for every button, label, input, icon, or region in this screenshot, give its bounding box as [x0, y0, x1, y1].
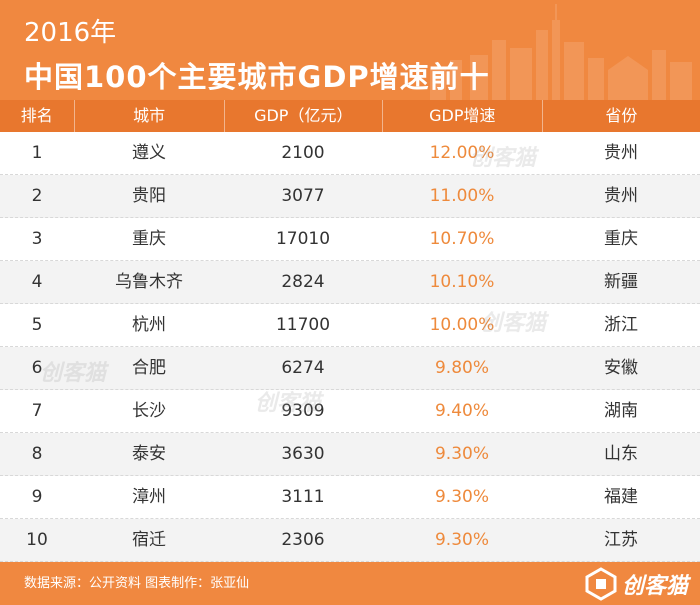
- province-cell: 贵州: [604, 186, 638, 206]
- rank-cell: 4: [31, 272, 43, 292]
- growth-cell: 9.30%: [434, 487, 489, 507]
- table-row: 1 遵义 2100 12.00% 贵州: [0, 132, 700, 175]
- city-cell: 杭州: [132, 315, 166, 335]
- logo-text: 创客猫: [621, 574, 688, 599]
- gdp-cell: 3111: [281, 487, 325, 507]
- city-cell: 漳州: [132, 487, 166, 507]
- rank-cell: 3: [31, 229, 43, 249]
- column-header-rank: 排名: [20, 106, 53, 125]
- table-row: 3 重庆 17010 10.70% 重庆: [0, 218, 700, 261]
- table-row: 5 杭州 11700 10.00% 浙江: [0, 304, 700, 347]
- table-row: 10 宿迁 2306 9.30% 江苏: [0, 519, 700, 562]
- province-cell: 贵州: [604, 143, 638, 163]
- gdp-cell: 6274: [281, 358, 325, 378]
- table-row: 7 长沙 9309 9.40% 湖南: [0, 390, 700, 433]
- table-row: 9 漳州 3111 9.30% 福建: [0, 476, 700, 519]
- data-source-note: 数据来源：公开资料 图表制作：张亚仙: [24, 576, 250, 591]
- table-header: 排名 城市 GDP（亿元） GDP增速 省份: [0, 100, 700, 132]
- city-cell: 遵义: [132, 143, 166, 163]
- rank-cell: 5: [31, 315, 43, 335]
- table-row: 2 贵阳 3077 11.00% 贵州: [0, 175, 700, 218]
- rank-cell: 6: [31, 358, 43, 378]
- province-cell: 湖南: [604, 401, 638, 421]
- growth-cell: 9.30%: [434, 444, 489, 464]
- gdp-cell: 2824: [281, 272, 325, 292]
- column-header-province: 省份: [541, 100, 700, 132]
- rank-cell: 2: [31, 186, 43, 206]
- growth-cell: 9.30%: [434, 530, 489, 550]
- gdp-cell: 11700: [275, 315, 331, 335]
- page-title: 中国100个主要城市GDP增速前十: [24, 60, 490, 94]
- growth-cell: 11.00%: [429, 186, 495, 206]
- column-header-city: 城市: [73, 100, 224, 132]
- growth-cell: 10.10%: [429, 272, 495, 292]
- growth-cell: 12.00%: [429, 143, 495, 163]
- table-row: 6 合肥 6274 9.80% 安徽: [0, 347, 700, 390]
- growth-cell: 10.00%: [429, 315, 495, 335]
- table-body: 1 遵义 2100 12.00% 贵州 2 贵阳 3077 11.00% 贵州 …: [0, 132, 700, 562]
- rank-cell: 9: [31, 487, 43, 507]
- growth-cell: 9.40%: [434, 401, 489, 421]
- rank-cell: 10: [26, 530, 48, 550]
- brand-logo: 创客猫: [584, 566, 688, 602]
- province-cell: 浙江: [604, 315, 638, 335]
- cat-logo-icon: [585, 567, 617, 601]
- column-header-growth: GDP增速: [381, 100, 542, 132]
- year-label: 2016年: [24, 18, 117, 48]
- province-cell: 新疆: [604, 272, 638, 292]
- gdp-cell: 3630: [281, 444, 325, 464]
- province-cell: 山东: [604, 444, 638, 464]
- column-header-gdp: GDP（亿元）: [223, 100, 382, 132]
- gdp-cell: 3077: [281, 186, 325, 206]
- city-cell: 乌鲁木齐: [115, 272, 183, 292]
- city-cell: 泰安: [132, 444, 166, 464]
- province-cell: 福建: [604, 487, 638, 507]
- city-cell: 重庆: [132, 229, 166, 249]
- table-row: 8 泰安 3630 9.30% 山东: [0, 433, 700, 476]
- rank-cell: 1: [31, 143, 43, 163]
- gdp-cell: 17010: [275, 229, 331, 249]
- gdp-cell: 9309: [281, 401, 325, 421]
- growth-cell: 10.70%: [429, 229, 495, 249]
- growth-cell: 9.80%: [434, 358, 489, 378]
- city-skyline-illustration: [430, 4, 692, 100]
- header-banner: 2016年 中国100个主要城市GDP增速前十: [0, 0, 700, 100]
- province-cell: 江苏: [604, 530, 638, 550]
- gdp-cell: 2306: [281, 530, 325, 550]
- rank-cell: 7: [31, 401, 43, 421]
- rank-cell: 8: [31, 444, 43, 464]
- province-cell: 安徽: [604, 358, 638, 378]
- city-cell: 宿迁: [132, 530, 166, 550]
- table-row: 4 乌鲁木齐 2824 10.10% 新疆: [0, 261, 700, 304]
- city-cell: 合肥: [132, 358, 166, 378]
- footer-bar: 数据来源：公开资料 图表制作：张亚仙 创客猫: [0, 562, 700, 605]
- city-cell: 贵阳: [132, 186, 166, 206]
- province-cell: 重庆: [604, 229, 638, 249]
- gdp-cell: 2100: [281, 143, 325, 163]
- city-cell: 长沙: [132, 401, 166, 421]
